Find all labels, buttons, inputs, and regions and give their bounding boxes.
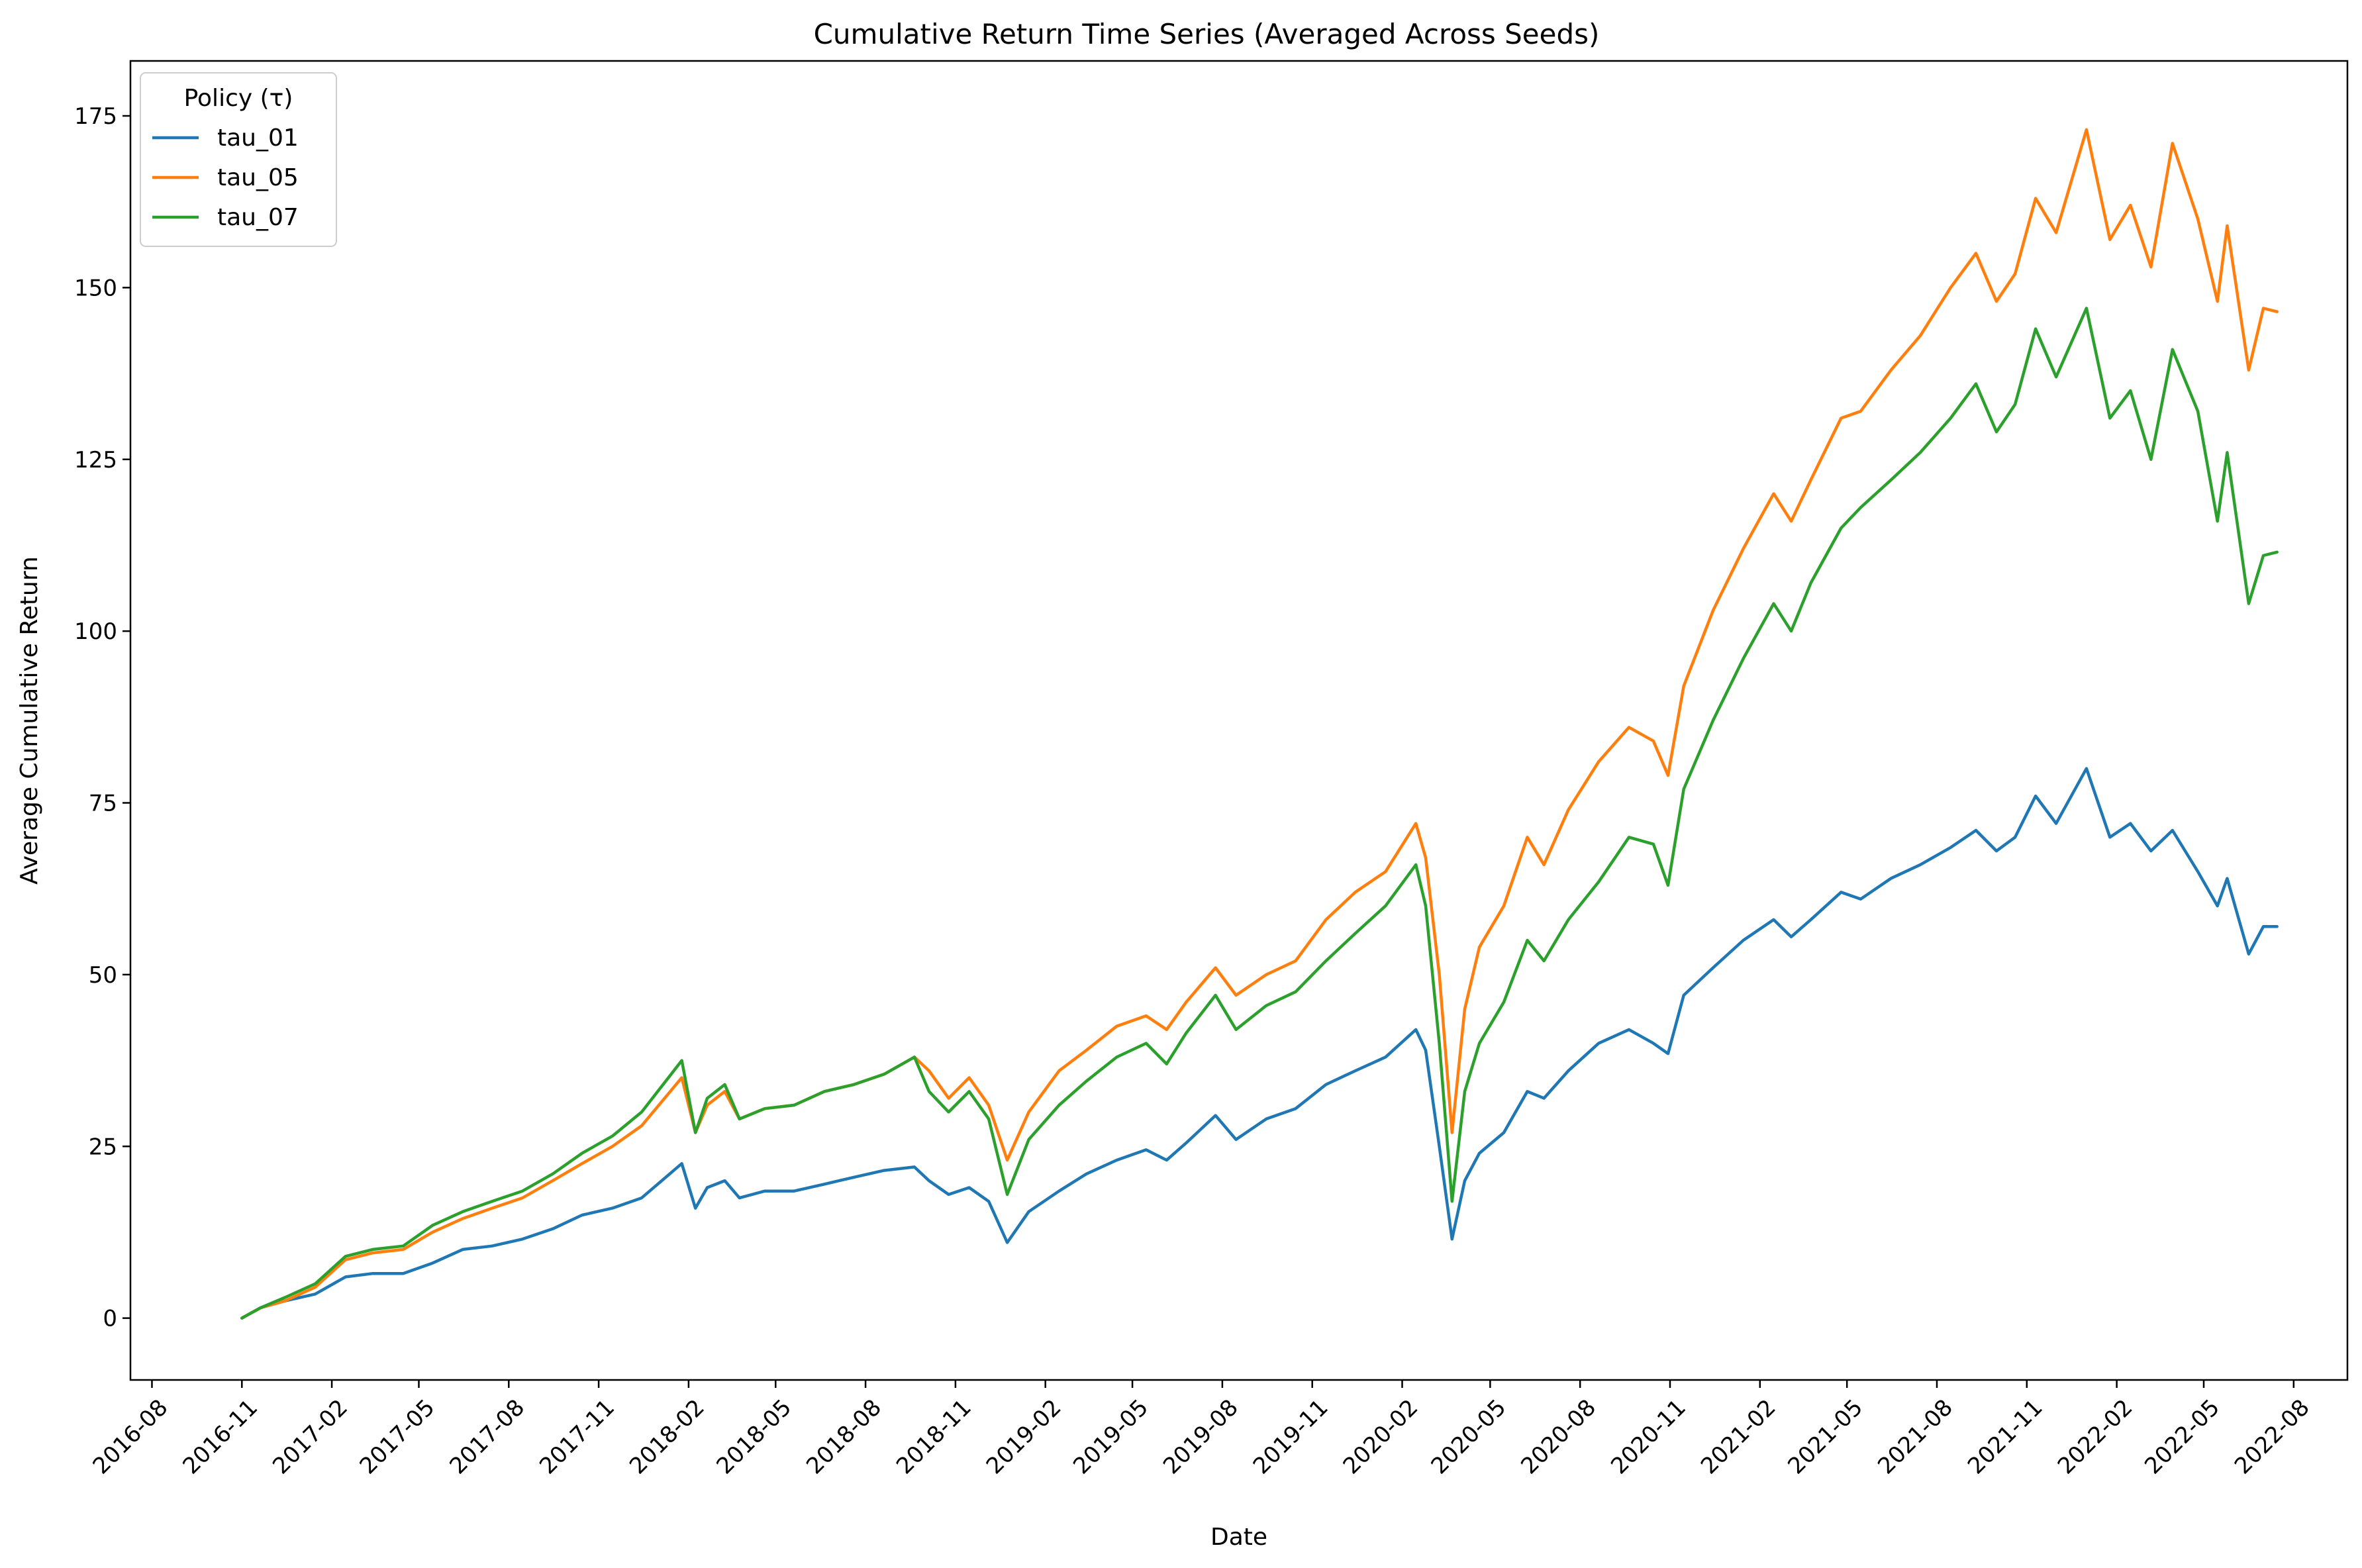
- legend-label-tau_05: tau_05: [217, 164, 299, 191]
- y-tick-label: 50: [89, 962, 117, 989]
- chart-title: Cumulative Return Time Series (Averaged …: [814, 18, 1600, 50]
- y-tick-label: 150: [74, 275, 117, 301]
- series-layer: [240, 128, 2279, 1320]
- legend-label-tau_07: tau_07: [217, 204, 299, 231]
- series-line-tau_07: [240, 307, 2279, 1320]
- legend-title: Policy (τ): [184, 85, 293, 112]
- y-tick-label: 0: [103, 1306, 117, 1332]
- y-tick-label: 25: [89, 1134, 117, 1160]
- series-line-tau_05: [240, 128, 2279, 1320]
- series-line-tau_01: [240, 767, 2279, 1320]
- legend: Policy (τ) tau_01 tau_05 tau_07: [140, 72, 337, 247]
- y-tick-label: 125: [74, 447, 117, 473]
- plot-frame: [129, 60, 2349, 1381]
- y-tick-label: 175: [74, 103, 117, 130]
- x-axis-label: Date: [1210, 1524, 1267, 1551]
- legend-label-tau_01: tau_01: [217, 124, 299, 152]
- legend-entries: tau_01 tau_05 tau_07: [152, 124, 299, 231]
- y-axis: 0 25 50 75 100 125 150 175: [74, 103, 130, 1332]
- legend-box: [140, 72, 337, 247]
- y-tick-label: 75: [89, 791, 117, 817]
- y-axis-label: Average Cumulative Return: [16, 556, 43, 885]
- y-tick-label: 100: [74, 618, 117, 645]
